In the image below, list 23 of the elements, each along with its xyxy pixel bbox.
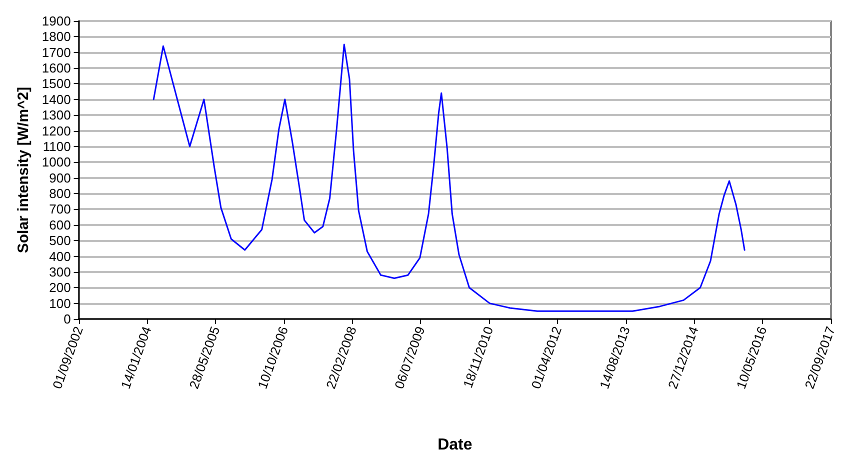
y-tick-label: 1000	[42, 154, 71, 170]
y-tick-label: 0	[64, 312, 71, 326]
y-tick-label: 1800	[42, 29, 71, 44]
y-tick-label: 1500	[42, 76, 71, 92]
y-tick-label: 800	[49, 186, 71, 202]
y-tick-label: 1300	[42, 108, 71, 123]
y-tick-label: 1700	[42, 44, 71, 60]
y-tick-label: 700	[49, 202, 71, 217]
y-tick-label: 1200	[42, 123, 71, 138]
y-axis-title: Solar intensity [W/m^2]	[15, 86, 32, 254]
y-tick-label: 300	[49, 264, 71, 280]
line-series	[152, 44, 746, 312]
y-tick-label: 200	[49, 280, 71, 296]
y-tick-label: 1100	[42, 138, 71, 154]
y-tick-label: 1400	[42, 92, 71, 107]
y-tick-label: 500	[49, 233, 71, 248]
y-tick-label: 600	[49, 217, 71, 232]
y-tick-label: 400	[49, 248, 71, 264]
y-tick-label: 100	[49, 296, 71, 311]
y-tick-label: 900	[49, 170, 71, 186]
y-tick-label: 1900	[42, 14, 71, 28]
y-tick-label: 1600	[42, 60, 71, 76]
x-axis-title: Date	[438, 436, 472, 454]
